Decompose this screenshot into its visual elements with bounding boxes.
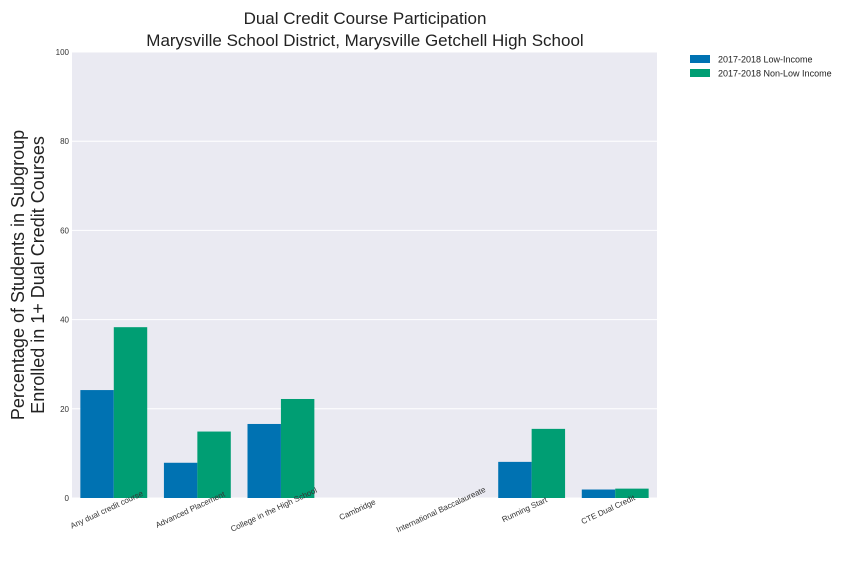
- x-tick-label: Running Start: [501, 495, 550, 524]
- bar: [531, 428, 566, 498]
- plot-area: [72, 52, 657, 498]
- legend: 2017-2018 Low-Income 2017-2018 Non-Low In…: [690, 55, 832, 79]
- legend-swatch: [690, 69, 710, 77]
- legend-swatch: [690, 55, 710, 63]
- bar: [80, 390, 114, 498]
- bar: [163, 462, 198, 498]
- y-axis-label-line-1: Percentage of Students in Subgroup: [8, 130, 28, 420]
- y-tick-label: 80: [60, 137, 69, 146]
- bar: [113, 327, 148, 498]
- y-axis-label: Percentage of Students in Subgroup Enrol…: [8, 130, 48, 420]
- y-tick-label: 100: [56, 48, 70, 57]
- bar: [581, 489, 616, 498]
- bars: [80, 327, 649, 498]
- legend-label: 2017-2018 Low-Income: [718, 55, 813, 65]
- y-tick-label: 20: [60, 405, 69, 414]
- chart-title-line-2: Marysville School District, Marysville G…: [146, 31, 583, 50]
- y-tick-label: 60: [60, 226, 69, 235]
- x-tick-label: Cambridge: [338, 497, 378, 522]
- y-axis-ticks: 0 20 40 60 80 100: [56, 48, 70, 503]
- chart-title-line-1: Dual Credit Course Participation: [244, 9, 487, 28]
- chart-title: Dual Credit Course Participation Marysvi…: [146, 9, 583, 50]
- bar: [280, 398, 315, 498]
- y-tick-label: 40: [60, 316, 69, 325]
- y-axis-label-line-2: Enrolled in 1+ Dual Credit Courses: [28, 136, 48, 414]
- bar: [498, 461, 532, 498]
- bar: [247, 423, 281, 498]
- bar: [197, 431, 231, 498]
- bar: [615, 488, 649, 498]
- legend-label: 2017-2018 Non-Low Income: [718, 69, 832, 79]
- y-tick-label: 0: [65, 494, 70, 503]
